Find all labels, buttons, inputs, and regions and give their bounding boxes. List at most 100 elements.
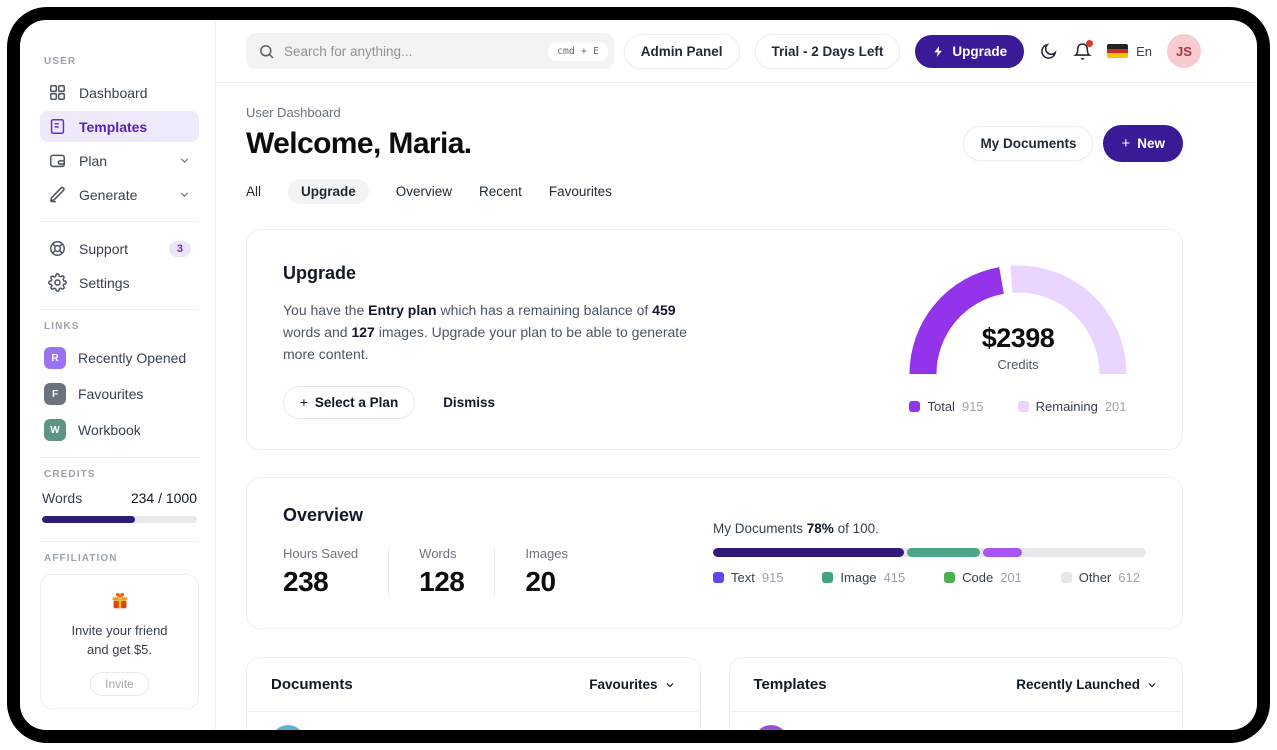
sidebar-item-settings[interactable]: Settings	[40, 267, 199, 298]
select-plan-label: Select a Plan	[314, 395, 399, 411]
tab-upgrade[interactable]: Upgrade	[288, 179, 369, 204]
document-item-avatar	[271, 725, 305, 730]
documents-filter-dropdown[interactable]: Favourites	[589, 677, 675, 692]
templates-filter-dropdown[interactable]: Recently Launched	[1016, 677, 1158, 692]
search-bar[interactable]: cmd + E	[246, 33, 614, 69]
sidebar-section-affiliation: AFFILIATION	[44, 553, 118, 564]
grid-icon	[48, 83, 67, 102]
upgrade-button-label: Upgrade	[952, 43, 1008, 59]
sidebar-item-plan[interactable]: Plan	[40, 145, 199, 176]
tab-overview[interactable]: Overview	[395, 184, 453, 199]
sidebar-section-user: USER	[44, 56, 77, 67]
support-count-badge: 3	[168, 240, 191, 257]
sidebar-item-templates[interactable]: Templates	[40, 111, 199, 142]
top-bar: cmd + E Admin Panel Trial - 2 Days Left …	[216, 20, 1257, 83]
invite-button[interactable]: Invite	[90, 671, 149, 696]
legend-item-other: Other 612	[1060, 570, 1140, 585]
sidebar-link-workbook[interactable]: W Workbook	[40, 414, 199, 446]
new-button[interactable]: + New	[1103, 125, 1183, 162]
admin-panel-button[interactable]: Admin Panel	[623, 33, 740, 69]
documents-progress-block: My Documents 78% of 100. Text 915	[713, 521, 1146, 598]
dashboard-content: User Dashboard Welcome, Maria. My Docume…	[216, 83, 1257, 730]
user-avatar[interactable]: JS	[1167, 34, 1201, 68]
search-shortcut-hint: cmd + E	[547, 41, 608, 61]
sidebar-item-generate[interactable]: Generate	[40, 179, 199, 210]
overview-card-title: Overview	[283, 505, 364, 526]
document-list-item[interactable]: Untitled Document in Workbook	[247, 712, 700, 730]
lifebuoy-icon	[48, 239, 67, 258]
document-icon	[48, 117, 67, 136]
upgrade-card: Upgrade You have the Entry plan which ha…	[246, 229, 1183, 451]
notifications-button[interactable]	[1073, 39, 1094, 61]
link-initial-badge: F	[44, 383, 66, 405]
tab-favourites[interactable]: Favourites	[548, 184, 612, 199]
bar-segment-text	[713, 548, 904, 558]
sidebar-link-label: Recently Opened	[78, 350, 187, 366]
gauge-legend: Total 915 Remaining 201	[894, 399, 1142, 414]
upgrade-card-body: You have the Entry plan which has a rema…	[283, 302, 687, 363]
legend-item-total: Total 915	[909, 399, 984, 414]
link-initial-badge: W	[44, 419, 66, 441]
gear-icon	[48, 273, 67, 292]
credits-gauge-chart: $2398 Credits	[907, 263, 1129, 384]
affiliation-text-line1: Invite your friend	[71, 623, 168, 638]
chevron-down-icon	[664, 679, 676, 691]
sidebar-link-favourites[interactable]: F Favourites	[40, 378, 199, 410]
search-icon	[258, 43, 275, 60]
my-documents-button[interactable]: My Documents	[963, 126, 1094, 161]
sidebar-item-label: Plan	[79, 152, 108, 169]
credits-value: 234 / 1000	[130, 490, 197, 506]
plus-icon: +	[300, 395, 308, 411]
plus-icon: +	[1121, 135, 1131, 152]
credits-caption: Credits	[997, 357, 1039, 372]
link-initial-badge: R	[44, 347, 66, 369]
language-flag-germany[interactable]	[1107, 44, 1129, 58]
breadcrumb: User Dashboard	[246, 105, 341, 120]
sidebar-link-label: Favourites	[78, 386, 144, 402]
sidebar-section-links: LINKS	[44, 321, 80, 332]
documents-card-title: Documents	[271, 676, 353, 694]
sidebar-item-label: Dashboard	[79, 84, 148, 101]
dark-mode-toggle[interactable]	[1039, 42, 1058, 61]
documents-progress-caption: My Documents 78% of 100.	[713, 521, 879, 537]
filter-tabs: All Upgrade Overview Recent Favourites	[246, 179, 1183, 204]
dismiss-button[interactable]: Dismiss	[443, 395, 495, 411]
tab-all[interactable]: All	[246, 184, 262, 199]
sidebar-item-label: Support	[79, 240, 129, 257]
chevron-down-icon	[178, 154, 191, 167]
search-input[interactable]	[284, 43, 539, 59]
moon-icon	[1039, 42, 1058, 61]
gauge-arc-remaining	[1010, 265, 1127, 375]
documents-card: Documents Favourites Untitled Document i…	[246, 657, 701, 730]
sidebar-item-dashboard[interactable]: Dashboard	[40, 77, 199, 108]
app-window: USER Dashboard Templates Plan	[20, 20, 1257, 730]
stat-words: Words 128	[419, 546, 496, 599]
sidebar-link-label: Workbook	[78, 422, 141, 438]
credits-type-label: Words	[42, 490, 83, 506]
stat-hours-saved: Hours Saved 238	[283, 546, 390, 599]
divider	[40, 541, 199, 542]
divider	[40, 309, 199, 310]
upgrade-button[interactable]: Upgrade	[915, 34, 1025, 68]
legend-item-code: Code 201	[944, 570, 1022, 585]
page-title: Welcome, Maria.	[246, 126, 472, 160]
sidebar-item-support[interactable]: Support 3	[40, 233, 199, 264]
divider	[40, 457, 199, 458]
select-plan-button[interactable]: + Select a Plan	[283, 386, 416, 420]
language-label[interactable]: En	[1136, 43, 1152, 59]
credits-amount: $2398	[981, 323, 1055, 353]
sidebar-link-recently-opened[interactable]: R Recently Opened	[40, 342, 199, 374]
sidebar-section-credits: CREDITS	[44, 469, 96, 480]
chevron-down-icon	[1146, 679, 1158, 691]
sidebar-item-label: Generate	[79, 186, 138, 203]
sidebar-item-label: Settings	[79, 274, 130, 291]
template-list-item[interactable]: Blog Post Title in Workbook	[730, 712, 1183, 730]
bell-icon	[1073, 42, 1093, 61]
stat-images: Images 20	[525, 546, 569, 598]
divider	[40, 221, 199, 222]
tab-recent[interactable]: Recent	[479, 184, 522, 199]
affiliation-card: Invite your friend and get $5. Invite	[40, 574, 199, 709]
trial-status-button[interactable]: Trial - 2 Days Left	[754, 33, 901, 69]
sidebar: USER Dashboard Templates Plan	[20, 20, 216, 730]
upgrade-card-title: Upgrade	[283, 263, 357, 283]
